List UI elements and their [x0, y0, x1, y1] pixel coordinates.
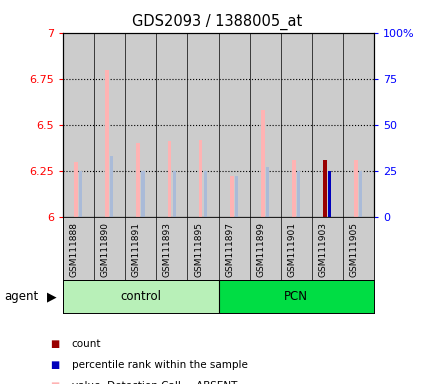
Text: percentile rank within the sample: percentile rank within the sample: [72, 360, 247, 370]
Bar: [63, 33, 94, 217]
Bar: [74, 162, 78, 217]
Bar: [218, 33, 249, 217]
Bar: [94, 33, 125, 217]
Bar: [322, 160, 326, 217]
Bar: [218, 280, 373, 313]
Bar: [167, 141, 171, 217]
Text: GSM111901: GSM111901: [287, 222, 296, 277]
Bar: [311, 33, 342, 217]
Bar: [63, 280, 218, 313]
Bar: [79, 171, 82, 217]
Text: agent: agent: [4, 290, 39, 303]
Bar: [353, 160, 357, 217]
Bar: [198, 139, 202, 217]
Text: GSM111891: GSM111891: [132, 222, 141, 277]
Bar: [280, 33, 311, 217]
Text: GSM111890: GSM111890: [101, 222, 109, 277]
Text: control: control: [120, 290, 161, 303]
Text: ■: ■: [50, 339, 59, 349]
Text: GSM111903: GSM111903: [318, 222, 327, 277]
Text: GSM111905: GSM111905: [349, 222, 358, 277]
Bar: [125, 33, 156, 217]
Bar: [234, 176, 237, 217]
Bar: [229, 176, 233, 217]
Bar: [110, 156, 113, 217]
Bar: [322, 160, 326, 217]
Bar: [136, 143, 140, 217]
Text: count: count: [72, 339, 101, 349]
Text: value, Detection Call = ABSENT: value, Detection Call = ABSENT: [72, 381, 237, 384]
Bar: [260, 110, 264, 217]
Text: GSM111888: GSM111888: [69, 222, 79, 277]
Bar: [187, 33, 218, 217]
Text: ■: ■: [50, 381, 59, 384]
Bar: [291, 160, 295, 217]
Text: ■: ■: [50, 360, 59, 370]
Bar: [265, 167, 268, 217]
Bar: [141, 171, 144, 217]
Bar: [358, 171, 362, 217]
Bar: [156, 33, 187, 217]
Bar: [203, 171, 206, 217]
Bar: [327, 171, 330, 217]
Bar: [296, 171, 299, 217]
Text: GSM111893: GSM111893: [163, 222, 171, 277]
Bar: [327, 171, 330, 217]
Text: GSM111899: GSM111899: [256, 222, 265, 277]
Text: GSM111897: GSM111897: [225, 222, 233, 277]
Bar: [249, 33, 280, 217]
Text: GSM111895: GSM111895: [194, 222, 203, 277]
Text: GDS2093 / 1388005_at: GDS2093 / 1388005_at: [132, 13, 302, 30]
Bar: [105, 70, 109, 217]
Bar: [172, 171, 175, 217]
Text: PCN: PCN: [284, 290, 308, 303]
Text: ▶: ▶: [47, 290, 57, 303]
Bar: [342, 33, 373, 217]
